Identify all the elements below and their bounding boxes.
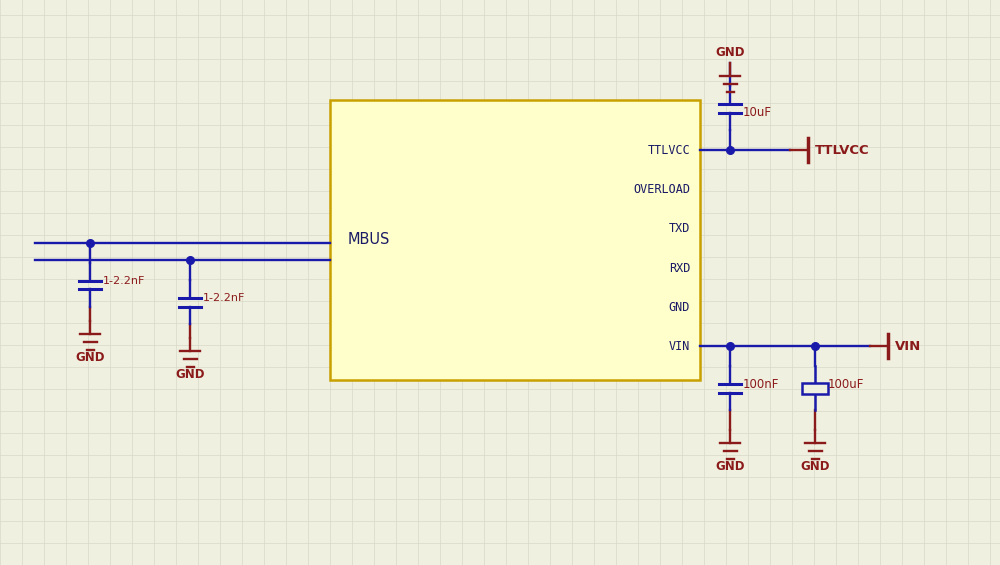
Text: GND: GND <box>800 460 830 473</box>
Bar <box>802 383 828 394</box>
Text: 100uF: 100uF <box>828 378 864 391</box>
Text: 10uF: 10uF <box>743 106 772 119</box>
Text: 1-2.2nF: 1-2.2nF <box>103 276 145 286</box>
Text: GND: GND <box>715 46 745 59</box>
Text: OVERLOAD: OVERLOAD <box>633 183 690 196</box>
Text: GND: GND <box>715 460 745 473</box>
Text: TTLVCC: TTLVCC <box>815 144 870 157</box>
Text: RXD: RXD <box>669 262 690 275</box>
Text: GND: GND <box>75 351 105 364</box>
Text: GND: GND <box>669 301 690 314</box>
Text: MBUS: MBUS <box>348 233 390 247</box>
Text: 1-2.2nF: 1-2.2nF <box>203 293 245 303</box>
Text: VIN: VIN <box>895 340 921 353</box>
Bar <box>330 100 700 380</box>
Text: 100nF: 100nF <box>743 378 779 391</box>
Text: GND: GND <box>175 368 205 381</box>
Text: VIN: VIN <box>669 340 690 353</box>
Text: TTLVCC: TTLVCC <box>647 144 690 157</box>
Text: TXD: TXD <box>669 222 690 235</box>
